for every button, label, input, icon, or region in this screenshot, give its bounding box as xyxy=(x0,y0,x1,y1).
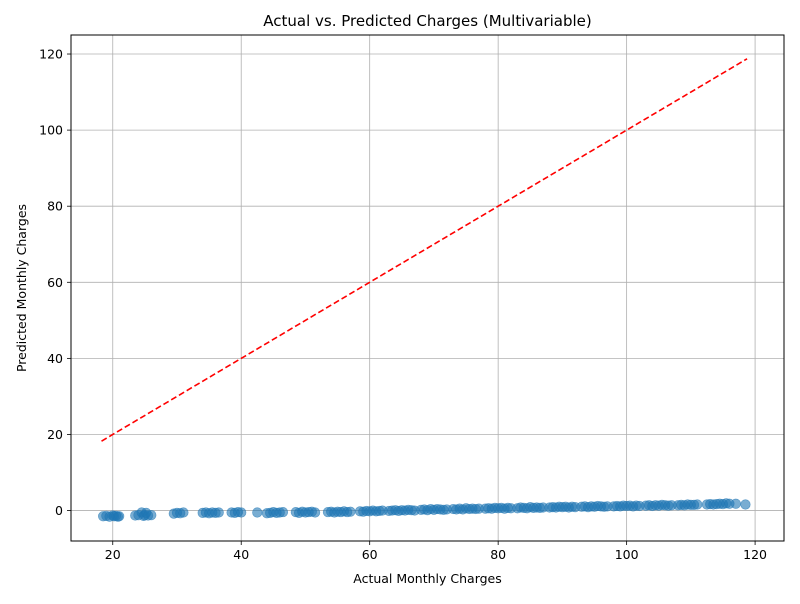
x-tick-label: 60 xyxy=(362,547,378,562)
x-tick-label: 100 xyxy=(615,547,639,562)
y-tick-label: 60 xyxy=(47,275,63,290)
y-tick-label: 80 xyxy=(47,199,63,214)
y-tick-label: 20 xyxy=(47,427,63,442)
y-tick-label: 120 xyxy=(39,47,63,62)
scatter-point xyxy=(252,507,263,518)
y-tick-label: 40 xyxy=(47,351,63,366)
x-tick-label: 80 xyxy=(490,547,506,562)
x-tick-label: 20 xyxy=(105,547,121,562)
scatter-point xyxy=(236,507,247,518)
x-tick-label: 120 xyxy=(743,547,767,562)
scatter-point xyxy=(178,507,189,518)
scatter-point xyxy=(309,507,321,518)
plot-area-frame xyxy=(70,34,785,542)
scatter-point xyxy=(740,499,751,510)
x-tick-label: 40 xyxy=(233,547,249,562)
points-layer xyxy=(98,498,751,522)
x-axis-label: Actual Monthly Charges xyxy=(353,571,502,586)
ticks-layer: 20 40 60 80 100 120 0 20 40 60 80 100 120 xyxy=(39,47,767,562)
scatter-point xyxy=(692,499,703,510)
grid-layer xyxy=(71,35,784,541)
scatter-point xyxy=(146,510,157,521)
reference-line-layer xyxy=(101,58,748,442)
scatter-point xyxy=(730,498,741,509)
scatter-point xyxy=(114,511,125,522)
y-axis-label: Predicted Monthly Charges xyxy=(14,204,29,372)
scatter-point xyxy=(213,507,224,518)
y-tick-label: 100 xyxy=(39,123,63,138)
reference-line xyxy=(101,58,748,442)
scatter-point xyxy=(345,506,356,517)
chart-title: Actual vs. Predicted Charges (Multivaria… xyxy=(263,12,591,30)
scatter-point xyxy=(277,506,289,518)
y-tick-label: 0 xyxy=(55,503,63,518)
